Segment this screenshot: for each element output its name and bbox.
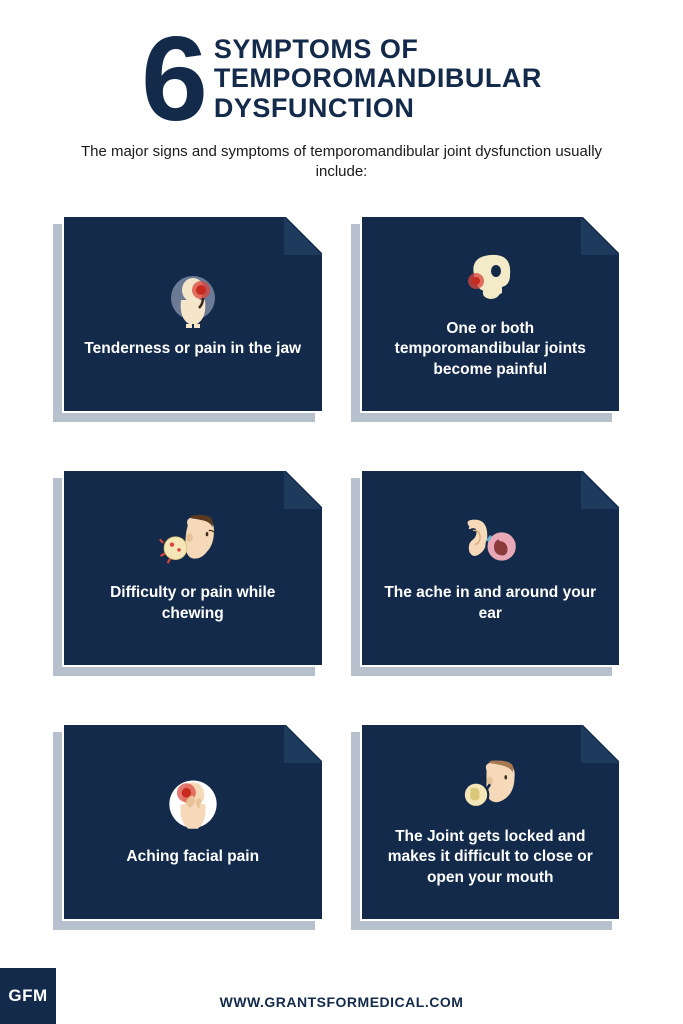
jaw-pain-icon bbox=[158, 267, 228, 329]
card-body: The Joint gets locked and makes it diffi… bbox=[360, 723, 622, 921]
subtitle: The major signs and symptoms of temporom… bbox=[0, 138, 683, 207]
card-body: The ache in and around your ear bbox=[360, 469, 622, 667]
footer-url: WWW.GRANTSFORMEDICAL.COM bbox=[0, 994, 683, 1010]
card-body: Tenderness or pain in the jaw bbox=[62, 215, 324, 413]
card-body: Aching facial pain bbox=[62, 723, 324, 921]
gfm-badge: GFM bbox=[0, 968, 56, 1024]
card-2: One or both temporomandibular joints bec… bbox=[360, 215, 622, 413]
card-body: One or both temporomandibular joints bec… bbox=[360, 215, 622, 413]
card-text: One or both temporomandibular joints bec… bbox=[380, 319, 602, 379]
title-line-3: DYSFUNCTION bbox=[214, 94, 542, 123]
card-3: Difficulty or pain while chewing bbox=[62, 469, 324, 667]
header: 6 SYMPTOMS OF TEMPOROMANDIBULAR DYSFUNCT… bbox=[0, 0, 683, 138]
chewing-pain-icon bbox=[158, 511, 228, 573]
card-1: Tenderness or pain in the jaw bbox=[62, 215, 324, 413]
skull-joint-icon bbox=[455, 247, 525, 309]
card-text: Tenderness or pain in the jaw bbox=[84, 339, 301, 359]
facial-pain-icon bbox=[158, 775, 228, 837]
locked-jaw-icon bbox=[455, 755, 525, 817]
cards-grid: Tenderness or pain in the jaw One or bot… bbox=[0, 207, 683, 941]
header-number: 6 bbox=[141, 28, 204, 130]
card-6: The Joint gets locked and makes it diffi… bbox=[360, 723, 622, 921]
card-body: Difficulty or pain while chewing bbox=[62, 469, 324, 667]
card-5: Aching facial pain bbox=[62, 723, 324, 921]
card-text: Difficulty or pain while chewing bbox=[82, 583, 304, 623]
title-line-1: SYMPTOMS OF bbox=[214, 35, 542, 64]
card-text: The Joint gets locked and makes it diffi… bbox=[380, 827, 602, 887]
ear-ache-icon bbox=[455, 511, 525, 573]
title-line-2: TEMPOROMANDIBULAR bbox=[214, 64, 542, 93]
card-text: Aching facial pain bbox=[126, 847, 259, 867]
header-title: SYMPTOMS OF TEMPOROMANDIBULAR DYSFUNCTIO… bbox=[214, 35, 542, 122]
card-text: The ache in and around your ear bbox=[380, 583, 602, 623]
card-4: The ache in and around your ear bbox=[360, 469, 622, 667]
